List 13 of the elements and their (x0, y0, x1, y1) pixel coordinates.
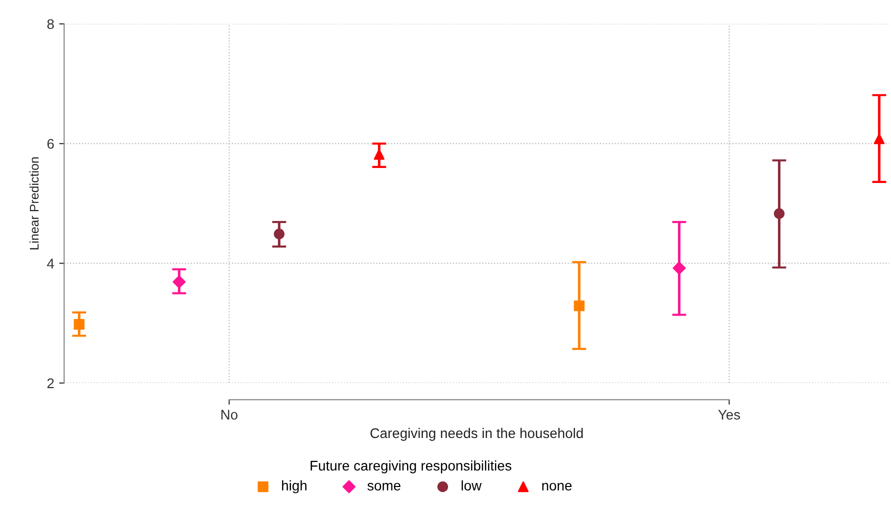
legend-label: high (282, 480, 306, 494)
y-tick-label: 4 (47, 258, 54, 268)
y-tick-label: 2 (47, 378, 54, 388)
legend-label: none (542, 482, 572, 491)
x-tick-label: No (221, 410, 238, 420)
y-tick-label: 6 (47, 138, 54, 149)
x-tick-label: Yes (718, 410, 740, 420)
y-axis-title: Linear Prediction (30, 157, 39, 250)
legend-label: low (462, 480, 482, 491)
legend-label: some (367, 482, 400, 491)
x-axis-title: Caregiving needs in the household (370, 428, 583, 441)
legend-title: Future caregiving responsibilities (310, 460, 512, 474)
y-tick-label: 8 (47, 19, 54, 30)
